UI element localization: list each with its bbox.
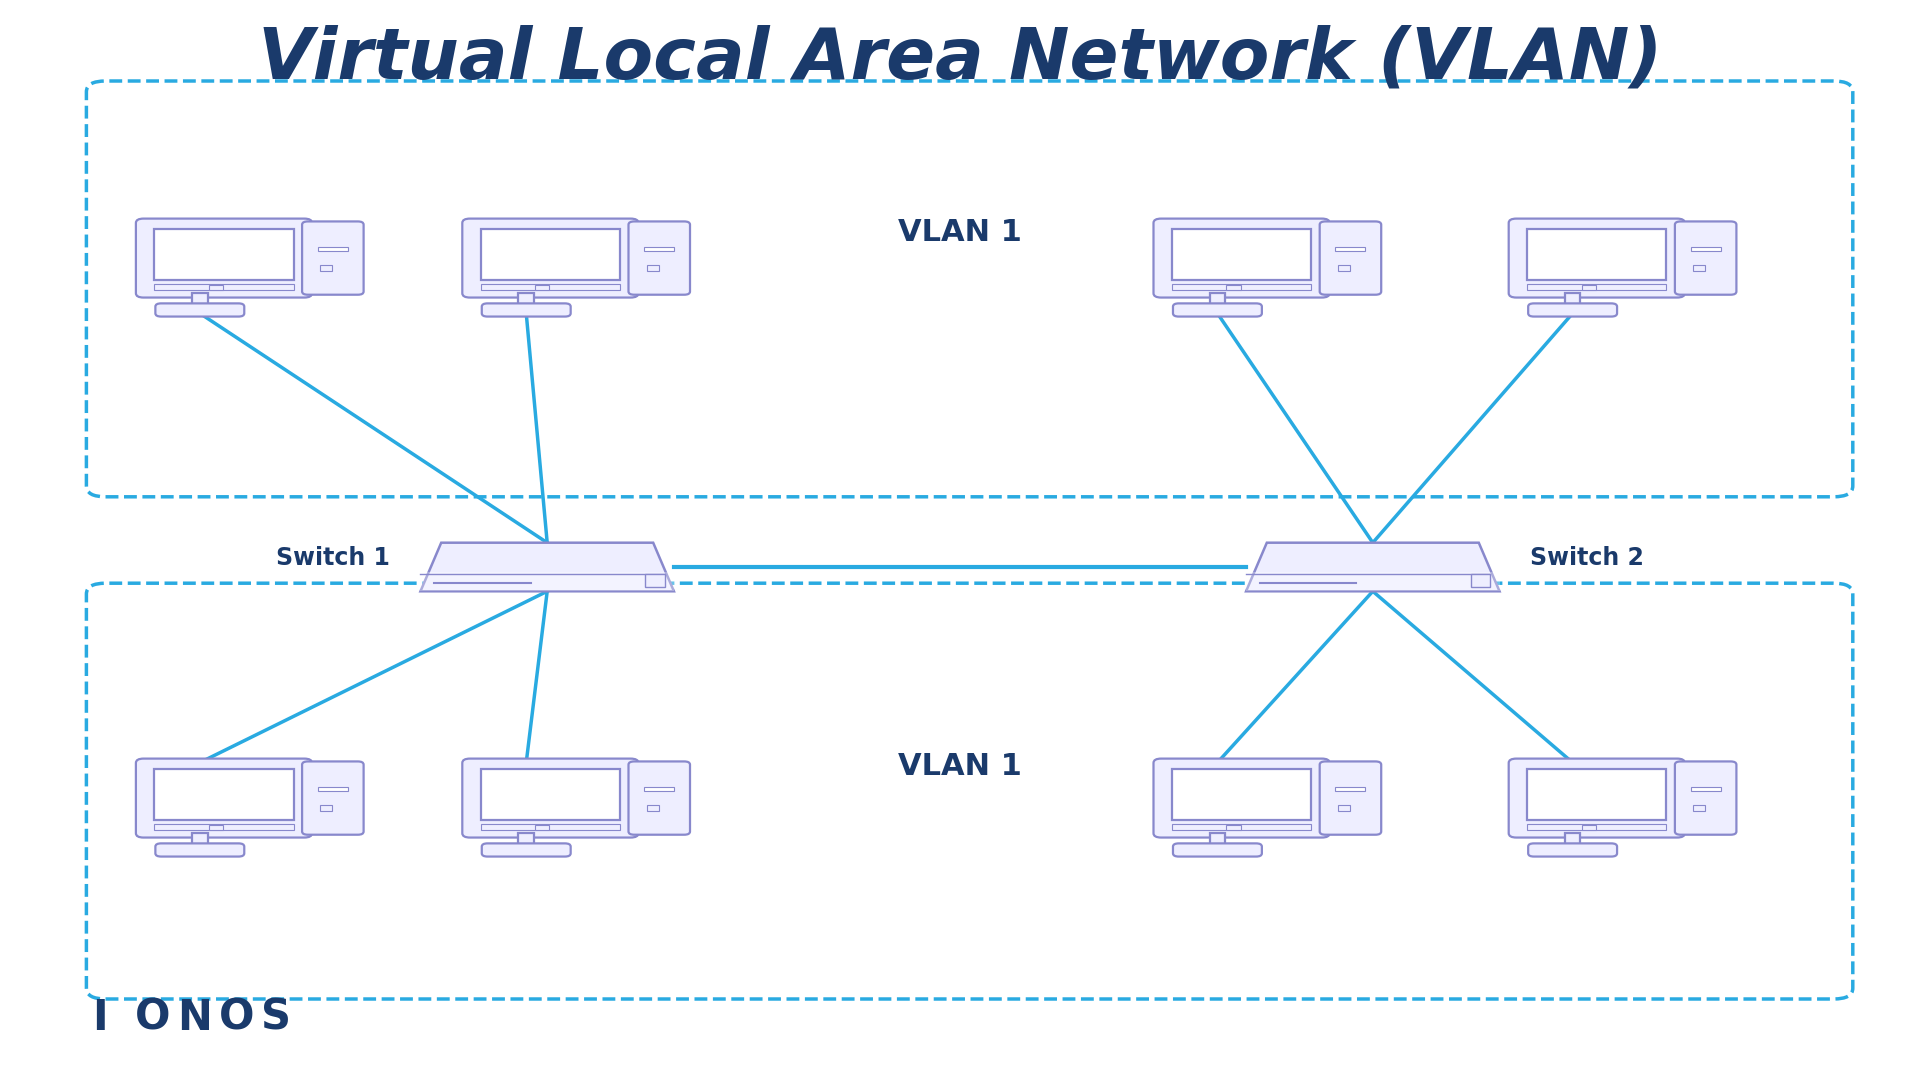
FancyBboxPatch shape [463, 758, 637, 838]
Bar [192, 834, 207, 847]
Bar [536, 825, 549, 829]
Bar [1582, 285, 1596, 289]
Bar [647, 805, 659, 811]
Text: Virtual Local Area Network (VLAN): Virtual Local Area Network (VLAN) [257, 25, 1663, 94]
Bar [1565, 834, 1580, 847]
Bar [1526, 229, 1667, 280]
Bar [1338, 265, 1350, 271]
Bar [1582, 825, 1596, 829]
Bar [154, 824, 294, 831]
Bar [209, 285, 223, 289]
FancyBboxPatch shape [1154, 218, 1329, 298]
Bar [536, 285, 549, 289]
Bar [192, 294, 207, 307]
Text: VLAN 1: VLAN 1 [899, 218, 1021, 246]
FancyBboxPatch shape [1528, 843, 1617, 856]
Bar [480, 769, 620, 820]
Bar [321, 805, 332, 811]
Text: S: S [261, 997, 292, 1039]
FancyBboxPatch shape [482, 843, 570, 856]
FancyBboxPatch shape [1509, 758, 1684, 838]
Bar [518, 294, 534, 307]
Bar [209, 825, 223, 829]
FancyBboxPatch shape [1154, 758, 1329, 838]
Bar [1471, 575, 1490, 588]
Bar [154, 284, 294, 291]
FancyBboxPatch shape [156, 303, 244, 316]
FancyBboxPatch shape [136, 758, 311, 838]
FancyBboxPatch shape [1319, 221, 1380, 295]
FancyBboxPatch shape [482, 303, 570, 316]
Bar [1171, 769, 1311, 820]
Bar [154, 769, 294, 820]
Bar [319, 246, 348, 252]
Text: Switch 2: Switch 2 [1530, 546, 1644, 570]
Bar [645, 246, 674, 252]
Bar [1246, 572, 1500, 592]
FancyBboxPatch shape [301, 761, 363, 835]
Bar [480, 229, 620, 280]
Bar [319, 786, 348, 792]
FancyBboxPatch shape [1173, 843, 1261, 856]
Bar [1526, 284, 1667, 291]
Bar [420, 572, 674, 592]
Bar [645, 786, 674, 792]
Bar [1693, 265, 1705, 271]
Bar [1227, 285, 1240, 289]
Bar [1692, 246, 1720, 252]
FancyBboxPatch shape [156, 843, 244, 856]
FancyBboxPatch shape [1674, 221, 1736, 295]
Bar [480, 284, 620, 291]
FancyBboxPatch shape [1319, 761, 1380, 835]
FancyBboxPatch shape [463, 218, 637, 298]
Bar [1227, 825, 1240, 829]
Bar [645, 575, 664, 588]
Bar [1171, 284, 1311, 291]
Bar [1336, 246, 1365, 252]
Bar [1693, 805, 1705, 811]
FancyBboxPatch shape [628, 221, 689, 295]
FancyBboxPatch shape [1173, 303, 1261, 316]
Text: N: N [177, 997, 211, 1039]
Bar [1210, 294, 1225, 307]
Text: I: I [92, 997, 108, 1039]
Bar [1171, 229, 1311, 280]
Bar [1526, 824, 1667, 831]
Bar [1565, 294, 1580, 307]
Polygon shape [420, 542, 674, 592]
FancyBboxPatch shape [301, 221, 363, 295]
Bar [1526, 769, 1667, 820]
Text: O: O [219, 997, 253, 1039]
Bar [1210, 834, 1225, 847]
Bar [1171, 824, 1311, 831]
Bar [647, 265, 659, 271]
Text: VLAN 1: VLAN 1 [899, 753, 1021, 781]
Bar [321, 265, 332, 271]
Bar [518, 834, 534, 847]
Bar [1338, 805, 1350, 811]
Text: Switch 1: Switch 1 [276, 546, 390, 570]
Text: O: O [134, 997, 169, 1039]
FancyBboxPatch shape [136, 218, 311, 298]
Polygon shape [1246, 542, 1500, 592]
Bar [1336, 786, 1365, 792]
FancyBboxPatch shape [1674, 761, 1736, 835]
Bar [1692, 786, 1720, 792]
FancyBboxPatch shape [628, 761, 689, 835]
FancyBboxPatch shape [1509, 218, 1684, 298]
FancyBboxPatch shape [1528, 303, 1617, 316]
Bar [154, 229, 294, 280]
Bar [480, 824, 620, 831]
